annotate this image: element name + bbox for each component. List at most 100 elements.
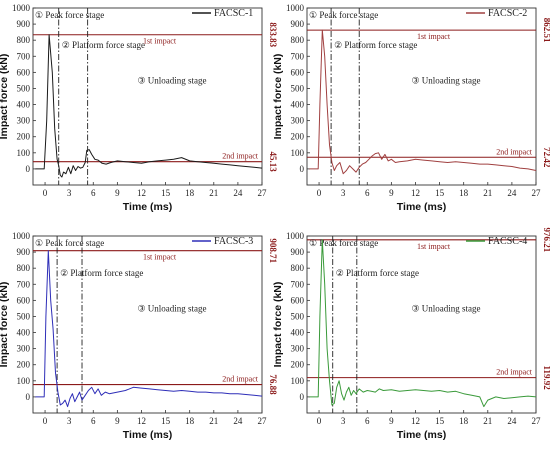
x-tick-label: 18 — [459, 188, 469, 198]
stage-label-unloading: ③ Unloading stage — [137, 76, 206, 86]
y-tick-label: 600 — [17, 295, 31, 305]
y-tick-label: 500 — [17, 311, 31, 321]
y-tick-label: 0 — [300, 164, 305, 174]
x-tick-label: 9 — [115, 188, 120, 198]
x-tick-label: 12 — [411, 416, 420, 426]
x-tick-label: 27 — [258, 188, 268, 198]
y-tick-label: 600 — [17, 67, 31, 77]
y-tick-label: 200 — [17, 132, 31, 142]
y-tick-label: 900 — [17, 247, 31, 257]
x-tick-label: 9 — [115, 416, 120, 426]
second-impact-value: 119.92 — [542, 365, 550, 390]
stage-label-peak: ① Peak force stage — [35, 238, 104, 248]
y-tick-label: 800 — [291, 263, 305, 273]
x-tick-label: 15 — [435, 188, 445, 198]
x-tick-label: 18 — [185, 188, 195, 198]
x-tick-label: 15 — [161, 188, 171, 198]
y-tick-label: 500 — [17, 83, 31, 93]
y-tick-label: 400 — [17, 328, 31, 338]
x-tick-label: 6 — [365, 416, 370, 426]
legend: FACSC-4 — [466, 236, 527, 247]
y-tick-label: 100 — [17, 376, 31, 386]
first-impact-text: 1st impact — [417, 32, 451, 41]
y-tick-label: 1000 — [12, 231, 31, 241]
y-tick-label: 300 — [17, 116, 31, 126]
second-impact-text: 2nd impact — [222, 375, 259, 384]
y-tick-label: 900 — [17, 19, 31, 29]
y-tick-label: 300 — [291, 116, 305, 126]
y-axis-label: Impact force (kN) — [0, 282, 10, 368]
first-impact-value: 908.71 — [268, 238, 278, 263]
x-tick-label: 18 — [185, 416, 195, 426]
stage-label-platform: ② Platform force stage — [336, 268, 419, 278]
y-tick-label: 400 — [291, 100, 305, 110]
x-tick-label: 3 — [341, 188, 346, 198]
x-tick-label: 3 — [67, 416, 72, 426]
plot-frame — [306, 235, 537, 414]
x-tick-label: 21 — [483, 416, 492, 426]
x-tick-label: 27 — [532, 188, 542, 198]
chart-panel-2: 0 3 6 9 12 15 18 21 24 27 0 100 200 300 400 500 600 700 80… — [272, 3, 550, 213]
y-tick-label: 400 — [17, 100, 31, 110]
y-tick-label: 800 — [291, 35, 305, 45]
stage-label-platform: ② Platform force stage — [62, 40, 145, 50]
y-tick-label: 0 — [26, 164, 31, 174]
plot-frame — [306, 7, 537, 186]
x-tick-label: 27 — [532, 416, 542, 426]
x-tick-label: 0 — [43, 188, 48, 198]
x-tick-label: 9 — [389, 188, 394, 198]
legend: FACSC-2 — [466, 8, 527, 19]
second-impact-text: 2nd impact — [496, 368, 533, 377]
second-impact-value: 76.88 — [268, 374, 278, 395]
y-tick-label: 700 — [17, 279, 31, 289]
y-axis-label: Impact force (kN) — [272, 54, 284, 140]
y-tick-label: 200 — [17, 360, 31, 370]
first-impact-text: 1st impact — [143, 253, 177, 262]
y-tick-label: 0 — [26, 392, 31, 402]
y-tick-label: 1000 — [12, 3, 31, 13]
first-impact-value: 976.21 — [542, 227, 550, 252]
y-tick-label: 500 — [291, 311, 305, 321]
x-tick-label: 12 — [137, 188, 146, 198]
x-tick-label: 24 — [233, 416, 243, 426]
y-tick-label: 600 — [291, 67, 305, 77]
y-tick-label: 700 — [291, 51, 305, 61]
stage-label-peak: ① Peak force stage — [35, 10, 104, 20]
force-series-line — [309, 29, 537, 175]
x-tick-label: 12 — [411, 188, 420, 198]
y-tick-label: 900 — [291, 247, 305, 257]
stage-label-platform: ② Platform force stage — [334, 40, 417, 50]
legend: FACSC-3 — [192, 236, 253, 247]
legend-label: FACSC-3 — [214, 236, 253, 247]
second-impact-text: 2nd impact — [496, 147, 533, 156]
first-impact-text: 1st impact — [143, 37, 177, 46]
y-tick-label: 400 — [291, 328, 305, 338]
y-tick-label: 1000 — [286, 3, 305, 13]
y-tick-label: 800 — [17, 263, 31, 273]
y-tick-label: 0 — [300, 392, 305, 402]
first-impact-value: 862.51 — [542, 18, 550, 43]
y-tick-label: 500 — [291, 83, 305, 93]
x-tick-label: 21 — [209, 416, 218, 426]
x-tick-label: 15 — [161, 416, 171, 426]
plot-frame — [32, 235, 263, 414]
y-axis-label: Impact force (kN) — [272, 282, 284, 368]
x-axis-label: Time (ms) — [123, 201, 172, 213]
y-tick-label: 900 — [291, 19, 305, 29]
y-tick-label: 100 — [291, 376, 305, 386]
x-tick-label: 15 — [435, 416, 445, 426]
x-tick-label: 0 — [317, 416, 322, 426]
first-impact-value: 833.83 — [268, 22, 278, 47]
stage-label-peak: ① Peak force stage — [309, 238, 378, 248]
stage-label-unloading: ③ Unloading stage — [411, 76, 480, 86]
chart-panel-4: 0 3 6 9 12 15 18 21 24 27 0 100 200 300 400 500 600 700 80… — [272, 227, 550, 441]
legend: FACSC-1 — [192, 8, 253, 19]
x-tick-label: 6 — [91, 416, 96, 426]
x-tick-label: 24 — [507, 188, 517, 198]
stage-label-unloading: ③ Unloading stage — [137, 304, 206, 314]
y-tick-label: 300 — [291, 344, 305, 354]
x-tick-label: 24 — [507, 416, 517, 426]
force-series-line — [35, 34, 263, 178]
legend-label: FACSC-1 — [214, 8, 253, 19]
